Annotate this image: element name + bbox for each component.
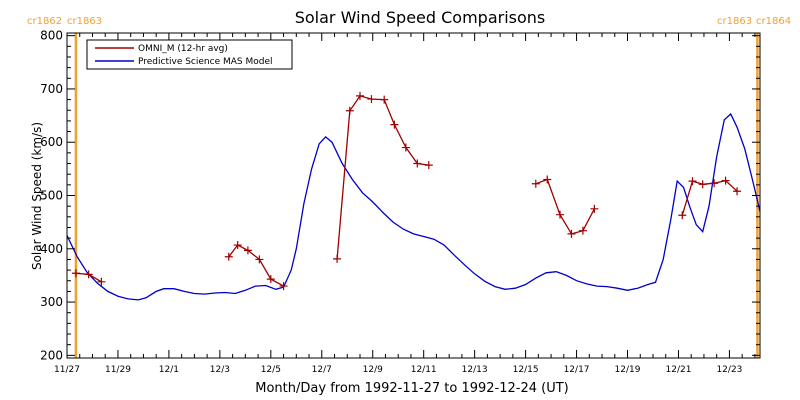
y-tick-label: 800 <box>40 29 63 43</box>
omni-point-marker <box>243 246 252 255</box>
omni-point-marker <box>380 95 389 104</box>
x-axis: 11/27 11/29 12/1 12/3 12/5 12/7 12/9 12/11 12/13… <box>54 33 756 375</box>
y-tick-label: 600 <box>40 135 63 149</box>
x-tick-label: 12/19 <box>615 365 641 375</box>
omni-series <box>71 91 742 291</box>
omni-point-marker <box>543 175 552 184</box>
x-tick-label: 12/7 <box>312 365 332 375</box>
omni-point-marker <box>345 106 354 115</box>
omni-point-marker <box>424 161 433 170</box>
omni-point-marker <box>390 120 399 129</box>
x-axis-label: Month/Day from 1992-11-27 to 1992-12-24 … <box>255 381 568 396</box>
y-tick-label: 400 <box>40 242 63 256</box>
y-axis-label: Solar Wind Speed (km/s) <box>30 122 44 270</box>
x-tick-label: 12/13 <box>462 365 488 375</box>
omni-point-marker <box>367 95 376 104</box>
omni-line-segment <box>535 178 595 235</box>
x-tick-label: 12/3 <box>210 365 230 375</box>
y-tick-label: 500 <box>40 189 63 203</box>
omni-point-marker <box>333 254 342 263</box>
y-axis: 200 300 400 500 600 700 800 <box>40 29 760 362</box>
omni-point-marker <box>413 159 422 168</box>
omni-point-marker <box>721 176 730 185</box>
rotation-label-left-1: cr1862 <box>27 16 62 27</box>
x-tick-label: 12/9 <box>363 365 383 375</box>
omni-point-marker <box>401 143 410 152</box>
legend-mas-label: Predictive Science MAS Model <box>138 57 273 67</box>
rotation-label-right-2: cr1864 <box>756 16 791 27</box>
mas-model-line <box>66 112 761 301</box>
x-tick-label: 12/15 <box>513 365 539 375</box>
omni-point-marker <box>84 270 93 279</box>
omni-line-segment <box>681 179 738 216</box>
rotation-label-right-1: cr1863 <box>717 16 752 27</box>
omni-line-segment <box>228 244 284 287</box>
rotation-markers <box>74 33 759 358</box>
omni-point-marker <box>266 275 275 284</box>
omni-point-marker <box>355 91 364 100</box>
x-tick-label: 12/23 <box>716 365 742 375</box>
omni-point-marker <box>255 255 264 264</box>
omni-point-marker <box>578 226 587 235</box>
legend: OMNI_M (12-hr avg) Predictive Science MA… <box>86 39 293 70</box>
y-tick-label: 200 <box>40 348 63 362</box>
omni-point-marker <box>224 252 233 261</box>
plot-frame <box>66 32 761 359</box>
omni-point-marker <box>710 179 719 188</box>
omni-point-marker <box>279 282 288 291</box>
x-tick-label: 11/27 <box>54 365 80 375</box>
x-tick-label: 12/21 <box>666 365 692 375</box>
y-tick-label: 700 <box>40 82 63 96</box>
x-tick-label: 12/5 <box>261 365 281 375</box>
omni-point-marker <box>567 229 576 238</box>
omni-point-marker <box>531 179 540 188</box>
omni-point-marker <box>97 277 106 286</box>
x-tick-label: 12/17 <box>564 365 590 375</box>
chart-title: Solar Wind Speed Comparisons <box>295 8 546 27</box>
x-tick-label: 11/29 <box>105 365 131 375</box>
x-tick-label: 12/11 <box>411 365 437 375</box>
legend-omni-label: OMNI_M (12-hr avg) <box>138 44 228 54</box>
omni-point-marker <box>688 177 697 186</box>
mas-model-series <box>66 112 761 301</box>
omni-point-marker <box>698 180 707 189</box>
rotation-label-left-2: cr1863 <box>67 16 102 27</box>
legend-box <box>86 39 293 70</box>
omni-point-marker <box>555 210 564 219</box>
x-tick-label: 12/1 <box>159 365 179 375</box>
omni-point-marker <box>733 187 742 196</box>
omni-point-marker <box>233 241 242 250</box>
omni-point-marker <box>590 204 599 213</box>
omni-point-marker <box>678 211 687 220</box>
y-tick-label: 300 <box>40 295 63 309</box>
omni-point-marker <box>71 269 80 278</box>
